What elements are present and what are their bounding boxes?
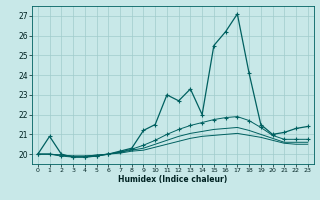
X-axis label: Humidex (Indice chaleur): Humidex (Indice chaleur)	[118, 175, 228, 184]
